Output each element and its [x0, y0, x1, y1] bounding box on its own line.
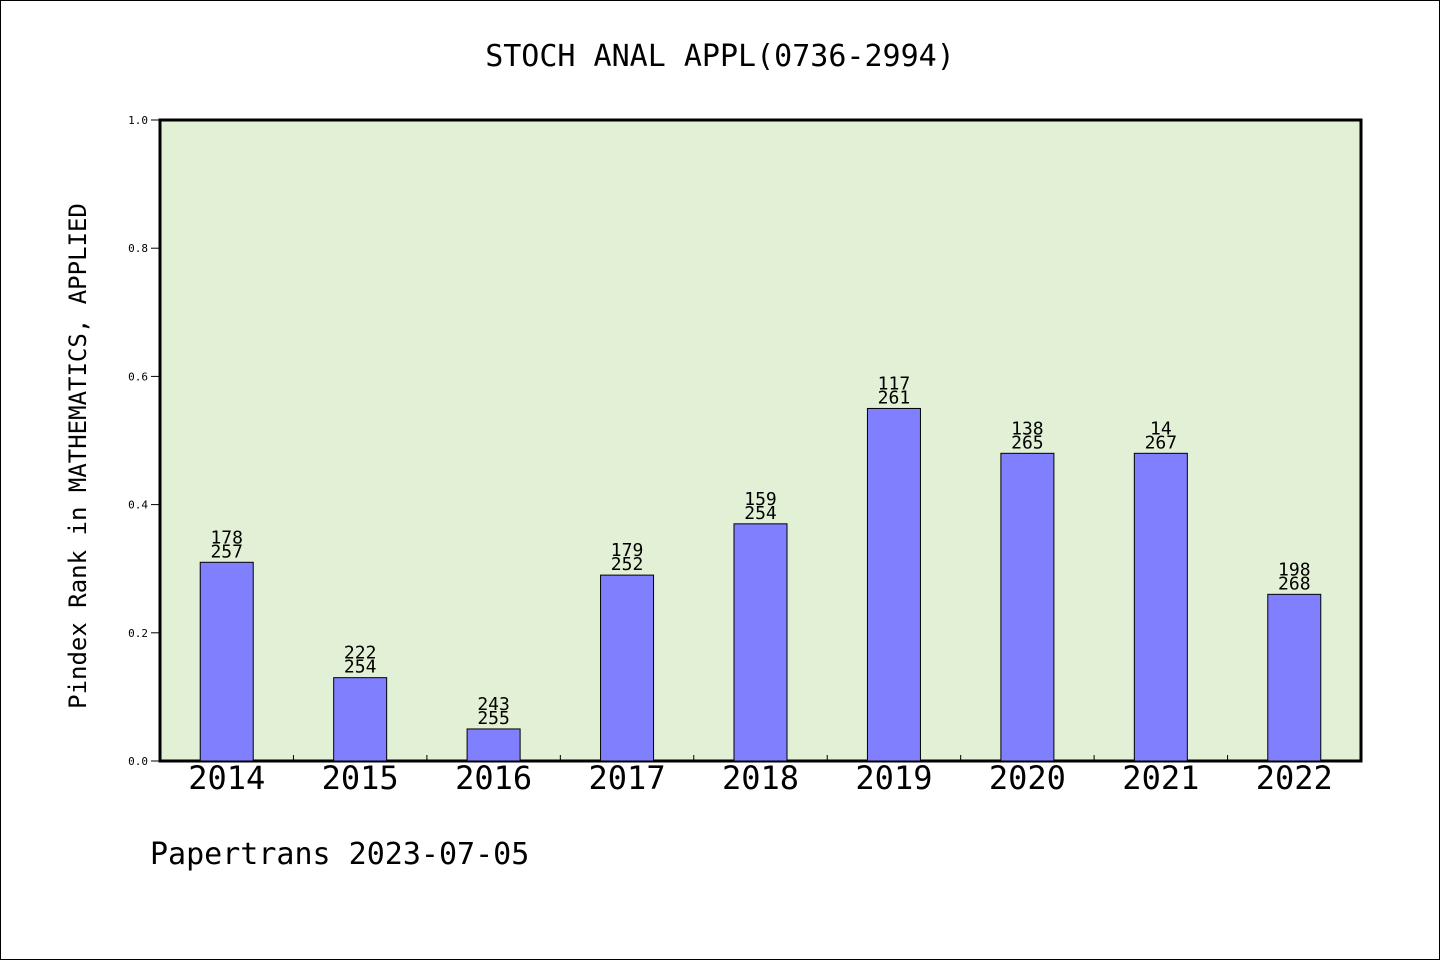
bar-total-label: 265: [1011, 432, 1044, 453]
bar-total-label: 268: [1278, 573, 1311, 594]
x-tick-label: 2021: [1122, 759, 1199, 797]
y-axis-label: Pindex Rank in MATHEMATICS, APPLIED: [64, 203, 92, 709]
bar-total-label: 267: [1145, 432, 1178, 453]
bar-total-label: 254: [344, 657, 377, 678]
y-tick-label: 1.0: [128, 114, 148, 127]
footer-date-credit: Papertrans 2023-07-05: [150, 837, 529, 872]
bar-total-label: 255: [477, 708, 510, 729]
bar-rank-label: 117: [878, 373, 911, 394]
bar-rank-label: 179: [611, 540, 644, 561]
x-tick-label: 2018: [722, 759, 799, 797]
chart-title: STOCH ANAL APPL(0736-2994): [485, 39, 955, 74]
y-tick-label: 0.8: [128, 242, 148, 255]
y-tick-label: 0.4: [128, 499, 148, 512]
bars-layer: 1782572222542432551792521592541172611382…: [199, 373, 1322, 762]
bar-rank-label: 198: [1278, 559, 1311, 580]
x-tick-label: 2016: [455, 759, 532, 797]
bar-2015: [333, 677, 388, 762]
y-tick-label: 0.2: [128, 627, 148, 640]
y-tick-label: 0.0: [128, 755, 148, 768]
bar-2017: [600, 574, 655, 762]
bar-2022: [1267, 593, 1322, 762]
bar-2018: [733, 523, 788, 762]
bar-total-label: 257: [210, 541, 243, 562]
bar-rank-label: 243: [477, 694, 510, 715]
bar-2020: [1000, 452, 1055, 762]
x-tick-label: 2017: [589, 759, 666, 797]
x-tick-label: 2020: [989, 759, 1066, 797]
y-ticks-layer: 0.0 0.2 0.4 0.6 0.8 1.0: [128, 114, 160, 768]
bar-rank-label: 138: [1011, 418, 1044, 439]
bar-rank-label: 178: [210, 527, 243, 548]
x-tick-label: 2022: [1256, 759, 1333, 797]
x-tick-label: 2015: [322, 759, 399, 797]
bar-2021: [1133, 452, 1188, 762]
y-tick-label: 0.6: [128, 370, 148, 383]
bar-rank-label: 159: [744, 489, 777, 510]
x-tick-label: 2019: [855, 759, 932, 797]
bar-2016: [466, 728, 521, 762]
bar-total-label: 254: [744, 503, 777, 524]
bar-rank-label: 14: [1150, 418, 1172, 439]
x-tick-label: 2014: [188, 759, 265, 797]
bar-rank-label: 222: [344, 643, 377, 664]
bar-total-label: 261: [878, 387, 911, 408]
bar-total-label: 252: [611, 554, 644, 575]
x-ticks-layer: 2014 2015 2016 2017 2018 2019 2020 2021 2022: [188, 755, 1333, 797]
bar-2014: [199, 561, 254, 762]
bar-2019: [866, 407, 921, 762]
